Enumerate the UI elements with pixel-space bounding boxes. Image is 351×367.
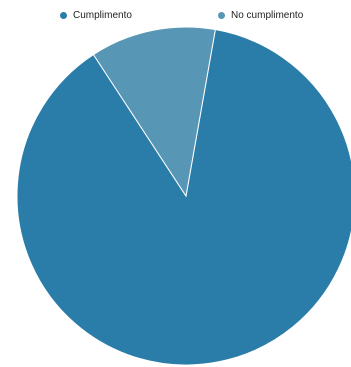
- legend-label-cumplimento: Cumplimento: [73, 9, 132, 21]
- legend-item-no-cumplimento[interactable]: No cumplimento: [218, 7, 303, 23]
- legend-item-cumplimento[interactable]: Cumplimento: [60, 7, 132, 23]
- legend-label-no-cumplimento: No cumplimento: [231, 9, 304, 21]
- pie-slice-no-cumplimento[interactable]: [92, 26, 216, 198]
- legend-swatch-cumplimento: [60, 11, 67, 19]
- legend-swatch-no-cumplimento: [218, 11, 225, 19]
- chart-legend: Cumplimento No cumplimento: [0, 7, 351, 23]
- pie-slice-cumplimento[interactable]: [16, 28, 351, 366]
